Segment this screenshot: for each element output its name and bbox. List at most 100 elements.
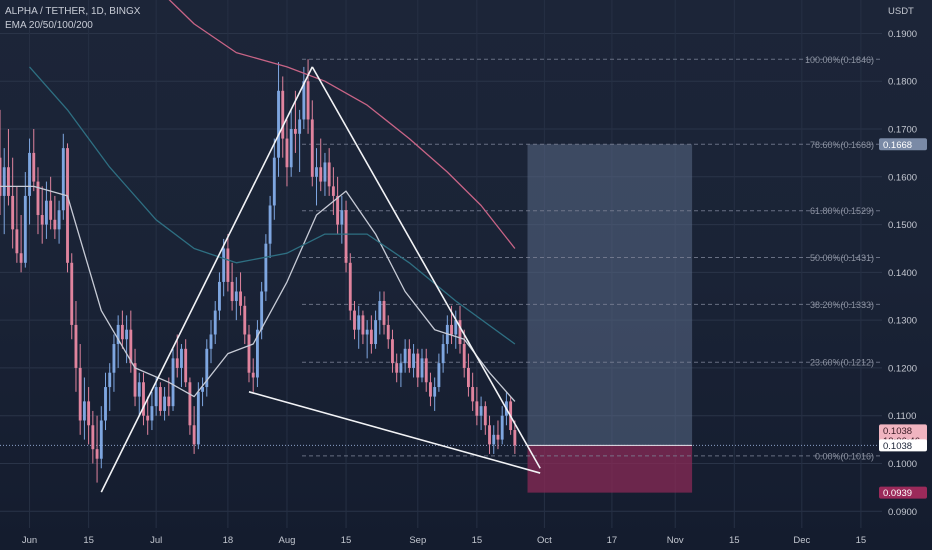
x-tick-label: Aug [279,535,296,546]
candle-body [391,339,394,364]
fib-label: 61.80%(0.1529) [810,206,874,216]
candle-body [462,344,466,368]
candle-body [429,382,432,397]
candle-body [395,363,399,373]
x-tick-label: Jul [150,535,162,546]
x-tick-label: Sep [409,535,426,546]
ema-line [168,0,516,249]
price-axis[interactable]: USDT 0.1900 0.1800 0.1700 0.1600 0.1500 0.1400… [888,6,917,518]
candle-body [129,329,133,364]
triangle-pattern[interactable] [100,66,541,493]
candle-body [184,348,188,383]
candle-body [213,310,217,335]
candle-body [403,348,407,364]
x-tick-label: Jun [22,535,37,546]
candle-body [188,382,192,426]
y-tick-label: 0.1800 [888,77,917,88]
grid [0,0,882,528]
candle-body [454,320,458,335]
candle-body [116,324,120,345]
x-tick-label: 15 [341,535,352,546]
x-tick-label: 15 [83,535,94,546]
y-tick-label: 0.1700 [888,125,917,136]
candle-body [137,382,141,397]
y-tick-label: 0.1100 [888,411,916,422]
price-badge [879,439,927,452]
candle-body [150,406,154,421]
candle-body [285,138,289,168]
candle-body [222,248,226,282]
candle-body [192,425,196,445]
fib-label: 0.00%(0.1016) [815,451,874,461]
candle-body [209,334,213,349]
candle-body [277,90,280,158]
indicator-legend[interactable]: EMA 20/50/100/200 [5,20,93,31]
candle-body [306,81,310,120]
currency-label: USDT [888,6,914,17]
candle-body [171,358,175,407]
candle-body [7,167,10,196]
candle-body [49,200,53,220]
candle-body [369,329,373,345]
candle-body [243,305,247,335]
candle-body [412,353,416,368]
fib-label: 23.60%(0.1212) [810,358,874,368]
candle-body [167,396,171,407]
candle-body [218,281,221,311]
y-tick-label: 0.1500 [888,220,917,231]
x-tick-label: 18 [223,535,234,546]
candle-body [386,324,390,340]
candle-body [32,152,36,182]
pattern-line [248,391,541,474]
candle-body [483,406,487,426]
candle-body [289,129,293,168]
candle-body [496,434,500,440]
candle-body [416,353,420,378]
fibonacci-levels[interactable]: 100.00%(0.1846) 78.60%(0.1668) 61.80%(0.15… [302,55,882,462]
candle-body [163,396,167,411]
candle-body [2,167,6,196]
candle-body [196,391,200,445]
price-badge-value: 0.0939 [883,488,912,499]
fib-label: 38.20%(0.1333) [810,300,874,310]
pattern-line [311,66,541,469]
candle-body [264,243,268,292]
candle-body [230,281,234,302]
candle-body [310,119,314,177]
ema-lines [0,0,516,402]
candle-body [348,262,352,311]
candle-body [441,344,445,364]
candle-body [158,387,162,411]
ema-line [0,185,516,402]
stop-zone [527,445,693,493]
candle-body [125,329,129,340]
candle-body [226,248,230,282]
candle-body [0,157,2,196]
candle-body [492,434,496,445]
candle-body [154,387,158,407]
time-axis[interactable]: Jun 15 Jul 18 Aug 15 Sep 15 Oct 17 Nov 15 Dec 15 [22,535,866,546]
candle-body [513,430,517,446]
candle-body [293,129,297,134]
pattern-line [100,66,314,493]
candle-body [40,215,44,225]
candle-body [255,329,259,378]
candle-body [15,229,19,254]
candle-body [112,344,116,373]
candle-body [458,320,462,345]
x-tick-label: Nov [667,535,684,546]
position-tool[interactable] [527,144,693,493]
symbol-title[interactable]: ALPHA / TETHER, 1D, BINGX [5,6,141,17]
candle-body [142,382,145,416]
candle-body [466,367,470,388]
candle-body [82,401,86,421]
candle-body [234,291,238,302]
y-tick-label: 0.1600 [888,172,917,183]
candle-body [344,210,348,263]
candle-body [420,358,424,378]
candle-body [260,291,264,330]
candle-body [268,205,272,244]
candle-body [70,262,74,325]
candle-body [74,324,78,368]
